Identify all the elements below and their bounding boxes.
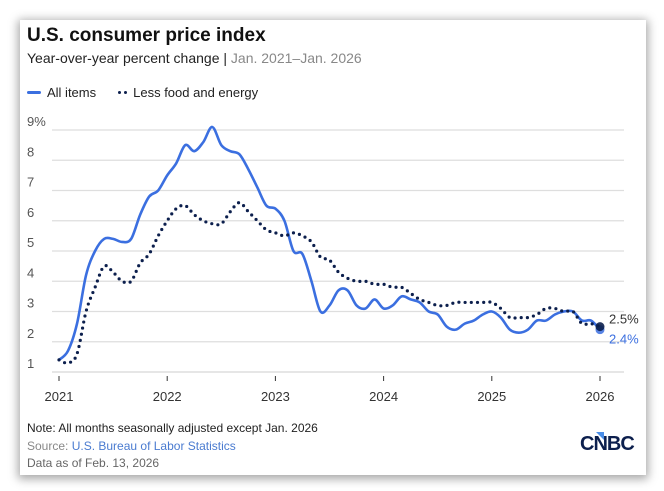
legend-item-all-items: All items [27, 85, 96, 100]
source-link[interactable]: U.S. Bureau of Labor Statistics [71, 439, 236, 453]
y-tick-label: 4 [27, 265, 34, 280]
y-tick-label: 8 [27, 144, 34, 159]
x-tick-label: 2025 [477, 389, 506, 404]
y-tick-label: 9% [27, 114, 46, 129]
cnbc-logo: CNBC [580, 433, 635, 455]
x-tick-label: 2023 [261, 389, 290, 404]
x-tick-label: 2022 [153, 389, 182, 404]
series-end-marker [595, 322, 605, 332]
cnbc-peacock-icon [596, 432, 604, 440]
end-label-core: 2.5% [609, 312, 639, 327]
chart-card [20, 20, 646, 475]
legend-label: All items [47, 85, 97, 100]
x-tick-label: 2021 [45, 389, 74, 404]
source-line: Source: U.S. Bureau of Labor Statistics [27, 439, 236, 453]
chart-title: U.S. consumer price index [27, 25, 266, 46]
source-label: Source: [27, 439, 72, 453]
subtitle-range: Jan. 2021–Jan. 2026 [230, 50, 362, 66]
y-tick-label: 6 [27, 205, 34, 220]
chart-subtitle: Year-over-year percent change | Jan. 202… [27, 50, 362, 66]
data-as-of: Data as of Feb. 13, 2026 [27, 456, 160, 470]
x-tick-label: 2026 [586, 389, 615, 404]
y-tick-label: 5 [27, 235, 34, 250]
y-tick-label: 1 [27, 356, 34, 371]
legend-item-core: Less food and energy [118, 85, 258, 100]
series-line-core [57, 200, 602, 365]
y-tick-label: 2 [27, 326, 34, 341]
x-tick-label: 2024 [369, 389, 398, 404]
y-tick-label: 7 [27, 175, 34, 190]
end-label-all-items: 2.4% [609, 332, 639, 347]
footnote: Note: All months seasonally adjusted exc… [27, 421, 318, 435]
dotted-line-swatch-icon [118, 91, 128, 94]
series-line-all-items [58, 125, 601, 361]
legend-label: Less food and energy [133, 85, 259, 100]
subtitle-separator: | [223, 50, 231, 66]
y-tick-label: 3 [27, 296, 34, 311]
solid-line-swatch-icon [27, 91, 41, 94]
legend: All items Less food and energy [27, 85, 258, 100]
subtitle-text: Year-over-year percent change [27, 50, 220, 66]
